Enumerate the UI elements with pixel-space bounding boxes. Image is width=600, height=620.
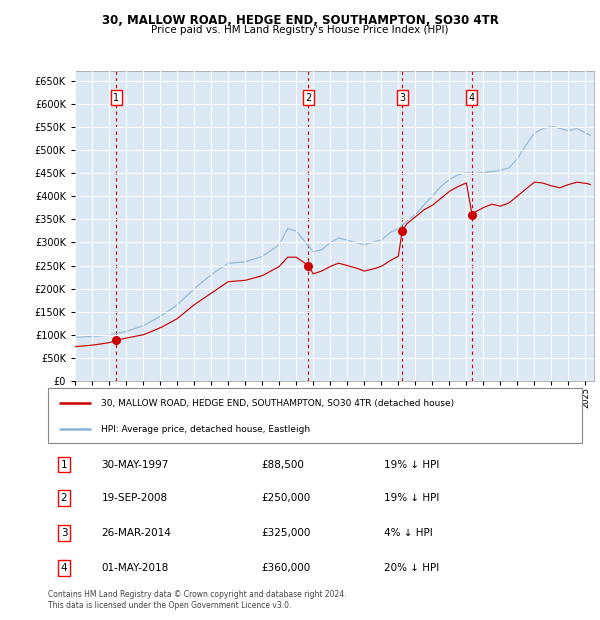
- Text: 2: 2: [61, 493, 67, 503]
- Text: 1: 1: [113, 92, 119, 103]
- Text: £325,000: £325,000: [262, 528, 311, 538]
- Text: Price paid vs. HM Land Registry's House Price Index (HPI): Price paid vs. HM Land Registry's House …: [151, 25, 449, 35]
- Text: 19% ↓ HPI: 19% ↓ HPI: [385, 459, 440, 469]
- Text: £88,500: £88,500: [262, 459, 304, 469]
- Text: 30-MAY-1997: 30-MAY-1997: [101, 459, 169, 469]
- Text: 30, MALLOW ROAD, HEDGE END, SOUTHAMPTON, SO30 4TR: 30, MALLOW ROAD, HEDGE END, SOUTHAMPTON,…: [101, 14, 499, 27]
- Text: 01-MAY-2018: 01-MAY-2018: [101, 563, 169, 573]
- Text: 2: 2: [305, 92, 311, 103]
- Text: 19-SEP-2008: 19-SEP-2008: [101, 493, 167, 503]
- Text: 4: 4: [61, 563, 67, 573]
- Text: 4: 4: [469, 92, 475, 103]
- Text: 1: 1: [61, 459, 67, 469]
- Text: Contains HM Land Registry data © Crown copyright and database right 2024.
This d: Contains HM Land Registry data © Crown c…: [48, 590, 347, 609]
- Text: 19% ↓ HPI: 19% ↓ HPI: [385, 493, 440, 503]
- Text: 3: 3: [399, 92, 405, 103]
- Text: 3: 3: [61, 528, 67, 538]
- Text: 26-MAR-2014: 26-MAR-2014: [101, 528, 171, 538]
- FancyBboxPatch shape: [48, 388, 582, 443]
- Text: £360,000: £360,000: [262, 563, 311, 573]
- Text: 20% ↓ HPI: 20% ↓ HPI: [385, 563, 440, 573]
- Text: 30, MALLOW ROAD, HEDGE END, SOUTHAMPTON, SO30 4TR (detached house): 30, MALLOW ROAD, HEDGE END, SOUTHAMPTON,…: [101, 399, 455, 407]
- Text: £250,000: £250,000: [262, 493, 311, 503]
- Text: 4% ↓ HPI: 4% ↓ HPI: [385, 528, 433, 538]
- Text: HPI: Average price, detached house, Eastleigh: HPI: Average price, detached house, East…: [101, 425, 311, 434]
